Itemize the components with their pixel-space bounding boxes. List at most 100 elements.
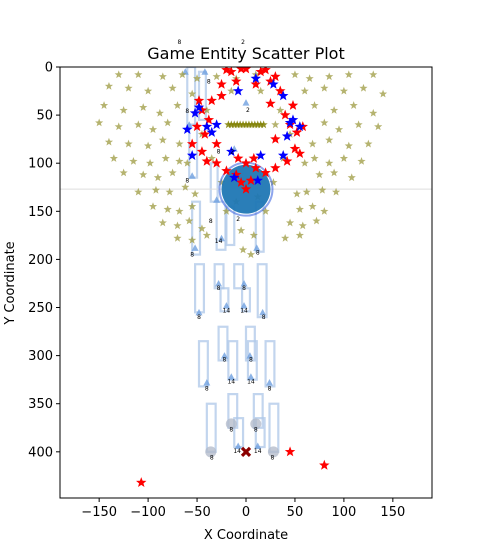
olive-star	[339, 86, 348, 95]
olive-star	[347, 173, 356, 182]
red-star	[265, 98, 276, 109]
olive-star	[163, 118, 172, 127]
olive-star	[134, 187, 143, 196]
triangle-marker	[242, 99, 250, 106]
olive-star	[271, 120, 280, 129]
blue-star	[294, 121, 306, 132]
olive-star	[318, 185, 327, 194]
olive-star	[129, 156, 138, 165]
olive-star	[378, 89, 388, 98]
structure-rect	[240, 287, 252, 313]
number-label: 14	[254, 448, 262, 455]
dark-red-x-marker	[240, 446, 252, 457]
number-label: 8	[210, 455, 214, 462]
olive-star	[308, 202, 317, 210]
triangle-marker	[240, 302, 248, 309]
blue-star	[284, 117, 296, 128]
olive-star	[238, 245, 248, 254]
olive-star	[249, 231, 258, 239]
red-star	[232, 152, 244, 163]
olive-star	[119, 105, 128, 114]
olive-star	[369, 70, 378, 79]
number-label: 8	[217, 285, 221, 292]
red-star	[255, 67, 266, 77]
olive-star	[310, 154, 319, 162]
olive-star	[104, 137, 114, 146]
olive-bar-star	[247, 120, 256, 129]
olive-star	[139, 103, 148, 111]
red-star	[211, 138, 222, 149]
triangle-marker	[265, 379, 273, 386]
red-star	[196, 146, 208, 157]
olive-star	[344, 141, 353, 150]
olive-star	[279, 154, 288, 162]
number-label: 2	[246, 107, 250, 114]
number-label: 8	[242, 285, 246, 292]
structure-rect	[213, 263, 225, 290]
triangle-marker	[253, 244, 261, 251]
red-star	[284, 446, 296, 457]
number-label: 8	[207, 78, 211, 85]
blue-star	[206, 126, 217, 137]
small-circle-marker	[225, 418, 237, 430]
number-label: 8	[197, 314, 201, 321]
olive-star	[173, 101, 182, 109]
triangle-marker	[247, 373, 255, 380]
chart-title: Game Entity Scatter Plot	[147, 44, 344, 63]
red-star	[287, 99, 299, 110]
structure-rect	[188, 123, 199, 179]
olive-star	[202, 105, 211, 114]
structure-rect	[254, 417, 266, 449]
structure-rect	[197, 340, 209, 388]
blue-star	[252, 175, 263, 185]
number-label: 8	[223, 356, 227, 363]
olive-star	[359, 83, 368, 92]
olive-star	[178, 70, 187, 79]
blue-star	[277, 150, 289, 160]
structure-rect	[227, 340, 239, 381]
number-label-layer: 8 2 8 2 8 8 2 8 2 8 14 8 8 8 8 14 14 8 8 8 8 14 14 8 8 8 8 14 14 8 8	[178, 39, 275, 462]
olive-star	[134, 120, 143, 129]
red-star	[226, 67, 237, 77]
structure-rect	[268, 402, 280, 453]
olive-star	[374, 122, 383, 131]
olive-star	[145, 158, 155, 167]
olive-star	[308, 139, 317, 148]
small-circle-marker	[205, 446, 217, 458]
red-star	[186, 138, 198, 149]
olive-bar-star	[224, 120, 233, 129]
number-label: 14	[227, 379, 235, 386]
number-label: 14	[247, 379, 255, 386]
number-label: 2	[241, 39, 245, 46]
olive-star	[369, 108, 378, 117]
olive-star	[330, 105, 339, 114]
olive-star	[168, 83, 177, 92]
red-star	[294, 148, 306, 159]
triangle-marker	[203, 379, 211, 386]
olive-star	[315, 170, 324, 179]
olive-star	[325, 158, 334, 167]
red-star	[319, 459, 330, 470]
olive-star	[192, 74, 202, 83]
olive-star	[354, 120, 363, 129]
olive-star-series	[95, 70, 388, 259]
number-label: 14	[223, 307, 231, 314]
red-star	[240, 183, 252, 194]
olive-star	[261, 207, 270, 215]
olive-star	[310, 101, 319, 109]
blue-star	[277, 90, 289, 101]
olive-star	[144, 141, 153, 150]
olive-star	[191, 189, 200, 198]
red-star	[216, 78, 227, 89]
red-star	[230, 75, 242, 86]
olive-bar-star	[238, 120, 248, 129]
red-star	[260, 167, 271, 178]
olive-star	[339, 154, 348, 162]
number-label: 8	[254, 427, 258, 434]
blue-star	[201, 121, 213, 132]
red-star	[193, 95, 205, 106]
number-label: 8	[205, 385, 209, 392]
dark-red-x-layer	[240, 446, 252, 457]
olive-star	[165, 187, 174, 196]
red-star	[245, 175, 257, 185]
